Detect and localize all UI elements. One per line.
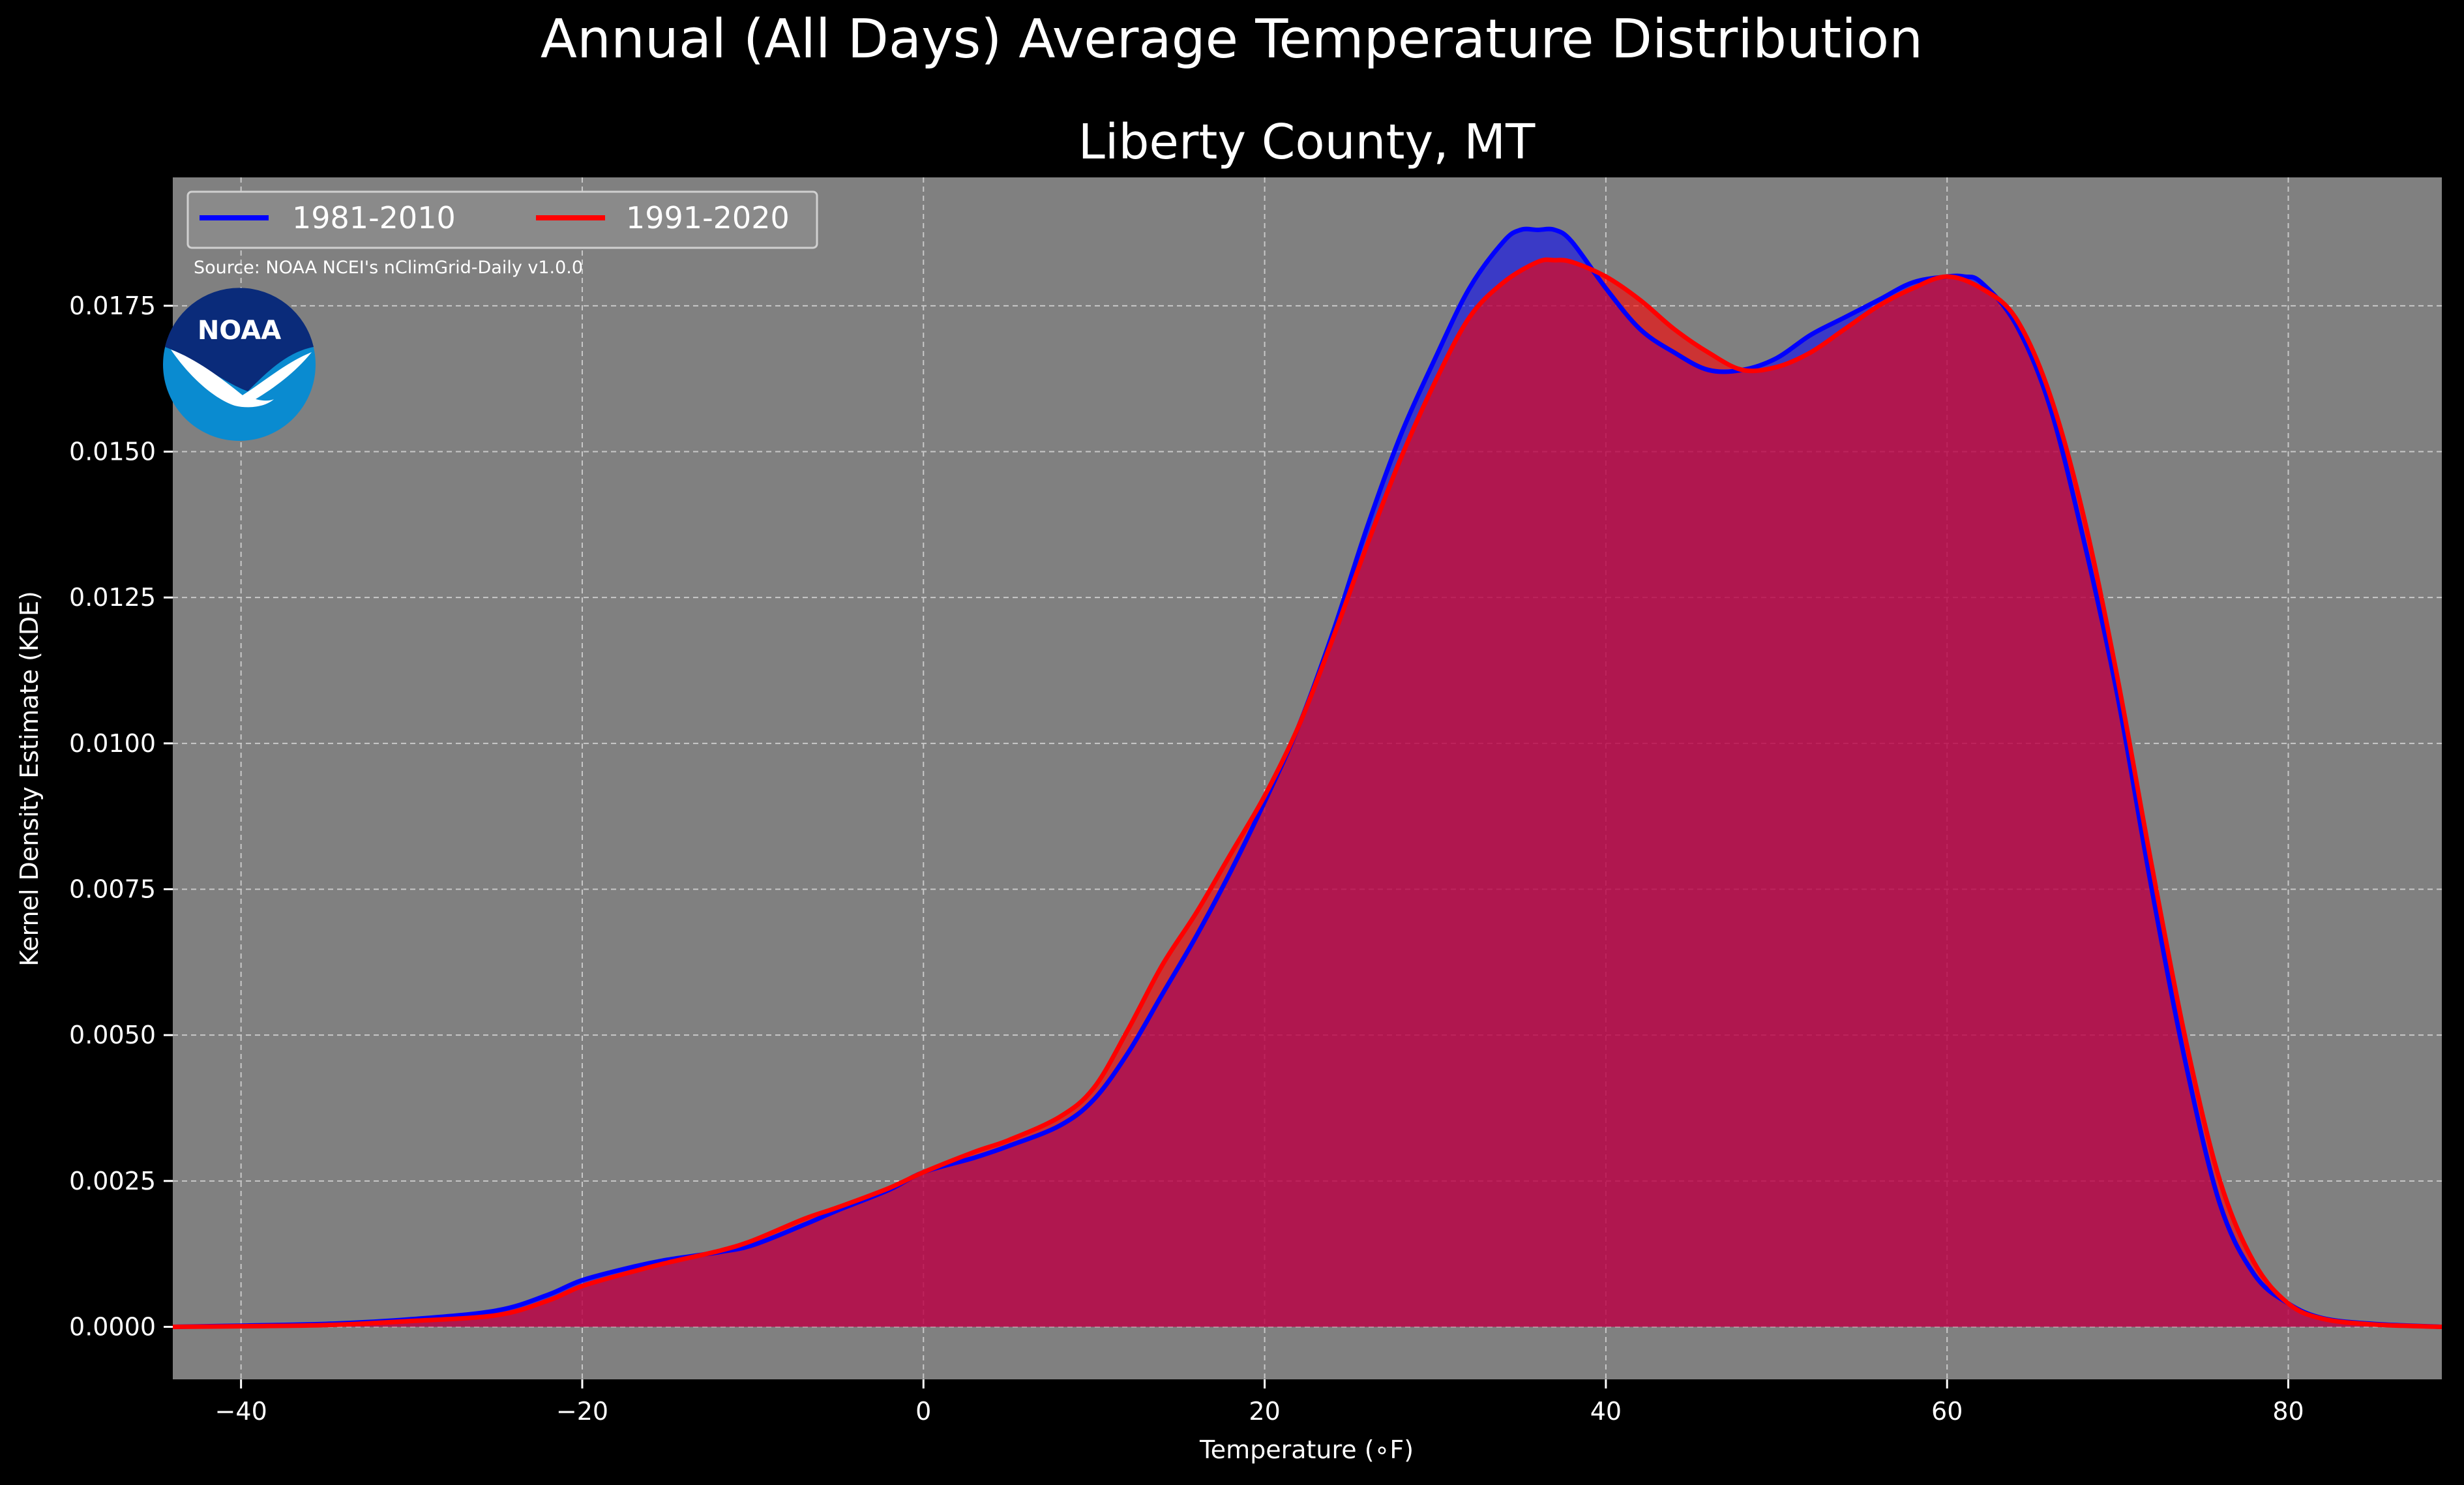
density-line-1991-2020 bbox=[173, 257, 2442, 1329]
y-tick-label: 0.0175 bbox=[69, 292, 156, 320]
density-fills bbox=[173, 229, 2442, 1327]
legend: 1981-2010 1991-2020 bbox=[186, 190, 818, 249]
noaa-logo: NOAA bbox=[163, 288, 316, 441]
y-tick-label: 0.0150 bbox=[69, 437, 156, 466]
density-fill-1991-2020 bbox=[173, 260, 2442, 1327]
noaa-logo-sky bbox=[165, 288, 314, 391]
y-tick-label: 0.0025 bbox=[69, 1167, 156, 1195]
axis-ticks: −40 −20 0 20 40 60 80 0.0000 0.0025 0.0050 0.0075 0… bbox=[69, 292, 2304, 1426]
noaa-logo-bird bbox=[171, 350, 312, 408]
y-tick-label: 0.0075 bbox=[69, 875, 156, 903]
chart-subtitle: Liberty County, MT bbox=[1078, 114, 1536, 170]
x-tick-label: −20 bbox=[556, 1397, 608, 1426]
x-tick-label: 0 bbox=[915, 1397, 931, 1426]
y-tick-label: 0.0000 bbox=[69, 1312, 156, 1341]
x-tick-label: −40 bbox=[215, 1397, 267, 1426]
y-tick-label: 0.0050 bbox=[69, 1021, 156, 1049]
legend-label-1981-2010: 1981-2010 bbox=[292, 200, 456, 235]
x-axis-label: Temperature (∘F) bbox=[1199, 1435, 1414, 1464]
y-axis-label: Kernel Density Estimate (KDE) bbox=[15, 591, 44, 967]
y-tick-label: 0.0125 bbox=[69, 583, 156, 612]
chart-title: Annual (All Days) Average Temperature Di… bbox=[541, 8, 1923, 70]
x-tick-label: 40 bbox=[1590, 1397, 1622, 1426]
density-line-1981-2010 bbox=[173, 226, 2442, 1329]
legend-box bbox=[186, 190, 818, 249]
x-tick-label: 60 bbox=[1931, 1397, 1963, 1426]
x-tick-label: 20 bbox=[1249, 1397, 1280, 1426]
y-tick-label: 0.0100 bbox=[69, 729, 156, 758]
source-note: Source: NOAA NCEI's nClimGrid-Daily v1.0… bbox=[194, 258, 583, 278]
noaa-logo-text: NOAA bbox=[198, 316, 281, 346]
density-lines bbox=[173, 226, 2442, 1329]
legend-label-1991-2020: 1991-2020 bbox=[626, 200, 790, 235]
x-tick-label: 80 bbox=[2272, 1397, 2304, 1426]
